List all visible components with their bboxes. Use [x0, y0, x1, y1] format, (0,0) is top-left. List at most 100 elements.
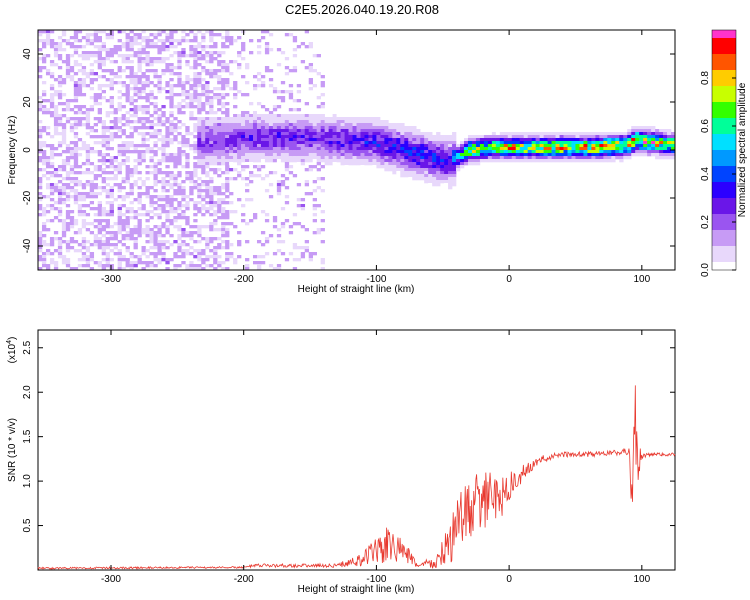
heatmap-cell	[376, 144, 381, 148]
heatmap-cell	[276, 267, 282, 271]
heatmap-cell	[205, 180, 210, 184]
heatmap-cell	[181, 231, 186, 235]
heatmap-cell	[320, 120, 325, 124]
heatmap-cell	[213, 222, 218, 226]
heatmap-cell	[591, 141, 596, 145]
heatmap-cell	[77, 105, 83, 109]
heatmap-cell	[368, 147, 373, 151]
heatmap-cell	[384, 141, 389, 145]
heatmap-cell	[45, 126, 51, 130]
heatmap-cell	[93, 33, 99, 37]
heatmap-cell	[328, 129, 333, 133]
heatmap-cell	[551, 132, 556, 136]
heatmap-cell	[252, 147, 258, 151]
heatmap-cell	[225, 138, 230, 142]
heatmap-cell	[213, 150, 218, 154]
heatmap-cell	[117, 222, 122, 226]
heatmap-cell	[276, 105, 282, 109]
heatmap-cell	[229, 72, 234, 76]
heatmap-cell	[252, 144, 258, 148]
heatmap-cell	[225, 39, 230, 43]
heatmap-cell	[523, 144, 528, 148]
heatmap-cell	[117, 45, 122, 49]
heatmap-cell	[177, 78, 182, 82]
heatmap-cell	[153, 246, 158, 250]
heatmap-cell	[264, 123, 270, 127]
heatmap-cell	[635, 132, 640, 136]
heatmap-cell	[113, 165, 118, 169]
heatmap-cell	[65, 102, 71, 106]
heatmap-cell	[193, 174, 198, 178]
heatmap-cell	[567, 144, 572, 148]
heatmap-cell	[213, 33, 218, 37]
heatmap-cell	[507, 150, 513, 154]
heatmap-cell	[65, 216, 71, 220]
heatmap-cell	[141, 180, 146, 184]
heatmap-cell	[308, 81, 314, 85]
heatmap-cell	[643, 138, 648, 142]
heatmap-cell	[41, 60, 47, 64]
heatmap-cell	[599, 156, 604, 160]
heatmap-cell	[288, 138, 294, 142]
heatmap-cell	[225, 177, 230, 181]
snr-y-label: SNR (10 * v/v)	[7, 418, 18, 482]
heatmap-cell	[129, 126, 134, 130]
heatmap-cell	[169, 63, 174, 67]
heatmap-cell	[320, 144, 325, 148]
heatmap-cell	[225, 240, 230, 244]
heatmap-cell	[185, 60, 190, 64]
heatmap-cell	[193, 165, 198, 169]
heatmap-cell	[440, 171, 445, 175]
heatmap-cell	[201, 138, 206, 142]
heatmap-cell	[41, 93, 47, 97]
heatmap-cell	[599, 150, 604, 154]
heatmap-cell	[129, 234, 134, 238]
y-tick-label: 1.5	[22, 429, 33, 443]
heatmap-cell	[316, 156, 321, 160]
heatmap-cell	[101, 69, 106, 73]
heatmap-cell	[49, 261, 55, 265]
heatmap-cell	[201, 57, 206, 61]
heatmap-cell	[117, 165, 122, 169]
heatmap-cell	[264, 120, 270, 124]
heatmap-cell	[65, 57, 71, 61]
heatmap-cell	[133, 159, 138, 163]
heatmap-cell	[241, 117, 246, 121]
heatmap-cell	[404, 150, 409, 154]
heatmap-cell	[284, 120, 290, 124]
heatmap-cell	[221, 135, 226, 139]
heatmap-cell	[109, 213, 114, 217]
heatmap-cell	[467, 135, 473, 139]
heatmap-cell	[117, 189, 122, 193]
heatmap-cell	[173, 192, 178, 196]
heatmap-cell	[221, 42, 226, 46]
heatmap-cell	[169, 114, 174, 118]
heatmap-cell	[603, 150, 608, 154]
heatmap-cell	[432, 162, 437, 166]
heatmap-cell	[53, 120, 59, 124]
heatmap-cell	[189, 225, 194, 229]
heatmap-cell	[225, 114, 230, 118]
heatmap-cell	[619, 156, 624, 160]
heatmap-cell	[41, 174, 47, 178]
heatmap-cell	[372, 117, 377, 121]
heatmap-cell	[145, 120, 150, 124]
heatmap-cell	[101, 219, 106, 223]
heatmap-cell	[81, 213, 87, 217]
heatmap-cell	[296, 117, 302, 121]
heatmap-cell	[177, 75, 182, 79]
heatmap-cell	[41, 222, 47, 226]
heatmap-cell	[372, 159, 377, 163]
heatmap-cell	[408, 165, 413, 169]
heatmap-cell	[141, 156, 146, 160]
heatmap-cell	[177, 111, 182, 115]
heatmap-cell	[89, 72, 95, 76]
heatmap-cell	[352, 159, 357, 163]
heatmap-cell	[85, 159, 91, 163]
heatmap-cell	[77, 213, 83, 217]
heatmap-cell	[105, 261, 110, 265]
heatmap-cell	[543, 132, 548, 136]
heatmap-cell	[133, 171, 138, 175]
heatmap-cell	[328, 135, 333, 139]
heatmap-cell	[201, 165, 206, 169]
